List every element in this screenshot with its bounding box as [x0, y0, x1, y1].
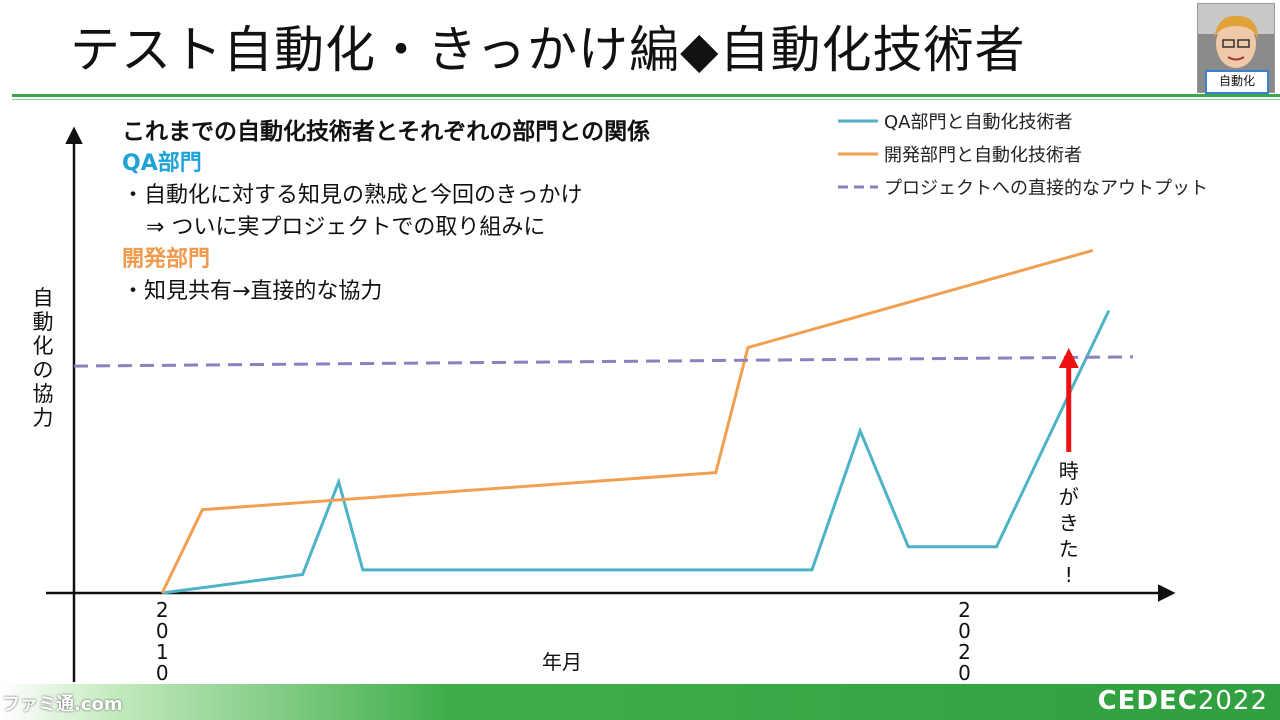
legend-label-qa: QA部門と自動化技術者 — [884, 111, 1073, 133]
notes-heading: これまでの自動化技術者とそれぞれの部門との関係 — [122, 119, 651, 145]
series-line-dev — [160, 248, 1094, 594]
x-axis-label: 年月 — [542, 650, 582, 674]
qa-point-1: ・自動化に対する知見の熟成と今回のきっかけ — [122, 183, 583, 208]
chart-annotation: 時がきた! — [1058, 459, 1079, 587]
footer-logo: CEDEC2022 — [1098, 686, 1268, 716]
title-divider-thin — [12, 99, 1280, 100]
qa-section-title: QA部門 — [122, 151, 202, 176]
chart-legend: QA部門と自動化技術者 開発部門と自動化技術者 プロジェクトへの直接的なアウトプ… — [838, 104, 1208, 203]
qa-point-2: ⇒ ついに実プロジェクトでの取り組みに — [146, 215, 546, 240]
legend-item-dev: 開発部門と自動化技術者 — [838, 137, 1208, 170]
footer-logo-year: 2022 — [1197, 686, 1268, 716]
dev-section-title: 開発部門 — [122, 247, 211, 272]
legend-item-output: プロジェクトへの直接的なアウトプット — [838, 170, 1208, 203]
footer-watermark: ファミ通.com — [2, 694, 123, 715]
footer-logo-text: CEDEC — [1097, 686, 1198, 716]
presenter-badge: 自動化 — [1205, 70, 1269, 94]
slide-footer: ファミ通.com CEDEC2022 — [0, 684, 1280, 720]
dev-point-1: ・知見共有→直接的な協力 — [122, 279, 383, 304]
series-line-output — [73, 355, 1133, 368]
slide-title: テスト自動化・きっかけ編◆自動化技術者 — [70, 21, 1026, 79]
legend-label-dev: 開発部門と自動化技術者 — [884, 144, 1082, 166]
legend-label-output: プロジェクトへの直接的なアウトプット — [884, 177, 1208, 199]
y-axis-label: 自動化の協力 — [32, 286, 54, 430]
title-divider — [12, 94, 1280, 97]
slide-notes: これまでの自動化技術者とそれぞれの部門との関係 QA部門 ・自動化に対する知見の… — [122, 116, 802, 308]
legend-item-qa: QA部門と自動化技術者 — [838, 104, 1208, 137]
series-line-qa — [162, 309, 1111, 595]
